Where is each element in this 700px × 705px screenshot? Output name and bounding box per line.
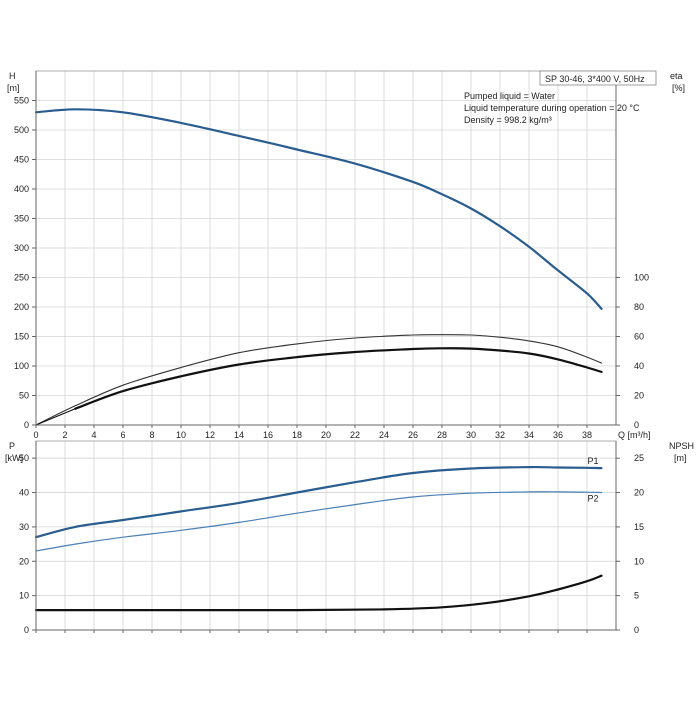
x-tick-label: 26 <box>408 430 418 440</box>
lower-right-tick-label: 20 <box>634 488 644 498</box>
upper-left-tick-label: 200 <box>14 302 29 312</box>
upper-left-tick-label: 0 <box>24 420 29 430</box>
lower-left-tick-label: 40 <box>19 488 29 498</box>
series-layer <box>34 108 603 612</box>
upper-right-tick-label: 0 <box>634 420 639 430</box>
lower-series-label-p1: P1 <box>588 456 599 466</box>
upper-series-1-line <box>35 108 76 113</box>
x-tick-label: 24 <box>379 430 389 440</box>
text-layer: H [m] eta [%] P [kW] NPSH [m] Q [m³/h] S… <box>5 70 694 635</box>
upper-left-axis-title: H <box>9 71 16 81</box>
upper-series-2-line <box>35 334 603 426</box>
info-box-title: SP 30-46, 3*400 V, 50Hz <box>545 74 645 84</box>
lower-left-tick-label: 10 <box>19 591 29 601</box>
lower-right-tick-label: 0 <box>634 625 639 635</box>
x-tick-label: 8 <box>149 430 154 440</box>
upper-series-0-line <box>34 108 603 310</box>
upper-right-axis-unit: [%] <box>672 83 685 93</box>
upper-right-tick-label: 80 <box>634 302 644 312</box>
upper-left-tick-label: 300 <box>14 243 29 253</box>
x-tick-label: 30 <box>466 430 476 440</box>
info-box-line-2: Liquid temperature during operation = 20… <box>464 103 640 113</box>
lower-left-tick-label: 20 <box>19 556 29 566</box>
x-tick-label: 12 <box>205 430 215 440</box>
x-tick-label: 28 <box>437 430 447 440</box>
lower-right-tick-label: 25 <box>634 453 644 463</box>
upper-left-tick-label: 100 <box>14 361 29 371</box>
info-box-title-frame <box>539 70 657 86</box>
lower-left-axis-unit: [kW] <box>5 453 23 463</box>
x-tick-label: 22 <box>350 430 360 440</box>
x-tick-label: 2 <box>62 430 67 440</box>
upper-left-tick-label: 500 <box>14 125 29 135</box>
x-axis-title: Q [m³/h] <box>618 430 651 440</box>
upper-right-tick-label: 60 <box>634 332 644 342</box>
upper-left-tick-label: 550 <box>14 96 29 106</box>
upper-right-tick-label: 20 <box>634 391 644 401</box>
x-tick-label: 6 <box>120 430 125 440</box>
x-tick-label: 14 <box>234 430 244 440</box>
x-tick-label: 32 <box>495 430 505 440</box>
upper-left-tick-label: 350 <box>14 214 29 224</box>
x-tick-label: 16 <box>263 430 273 440</box>
grid-layer <box>36 71 616 630</box>
upper-series-4-line <box>35 408 76 426</box>
upper-series-3-line <box>74 347 603 410</box>
lower-right-tick-label: 15 <box>634 522 644 532</box>
upper-right-axis-title: eta <box>670 71 683 81</box>
axes-layer <box>32 70 620 633</box>
lower-right-tick-label: 10 <box>634 556 644 566</box>
lower-right-axis-title: NPSH <box>669 441 694 451</box>
lower-right-tick-label: 5 <box>634 591 639 601</box>
lower-series-0-line <box>34 465 603 539</box>
lower-series-label-p2: P2 <box>588 494 599 504</box>
upper-left-axis-unit: [m] <box>7 83 20 93</box>
upper-left-tick-label: 50 <box>19 391 29 401</box>
upper-left-tick-label: 450 <box>14 155 29 165</box>
info-box-line-3: Density = 998.2 kg/m³ <box>464 115 552 125</box>
lower-series-1-line <box>35 491 603 552</box>
lower-left-tick-label: 0 <box>24 625 29 635</box>
x-tick-label: 10 <box>176 430 186 440</box>
x-tick-label: 38 <box>582 430 592 440</box>
upper-right-tick-label: 100 <box>634 273 649 283</box>
info-box-line-1: Pumped liquid = Water <box>464 91 555 101</box>
x-tick-label: 18 <box>292 430 302 440</box>
x-tick-label: 20 <box>321 430 331 440</box>
upper-left-tick-label: 400 <box>14 184 29 194</box>
upper-right-tick-label: 40 <box>634 361 644 371</box>
lower-series-2-line <box>34 574 603 612</box>
x-tick-label: 36 <box>553 430 563 440</box>
x-tick-label: 0 <box>33 430 38 440</box>
upper-left-tick-label: 250 <box>14 273 29 283</box>
x-tick-label: 34 <box>524 430 534 440</box>
lower-right-axis-unit: [m] <box>674 453 687 463</box>
x-tick-label: 4 <box>91 430 96 440</box>
lower-left-tick-label: 50 <box>19 453 29 463</box>
lower-left-axis-title: P <box>9 441 15 451</box>
lower-left-tick-label: 30 <box>19 522 29 532</box>
upper-left-tick-label: 150 <box>14 332 29 342</box>
